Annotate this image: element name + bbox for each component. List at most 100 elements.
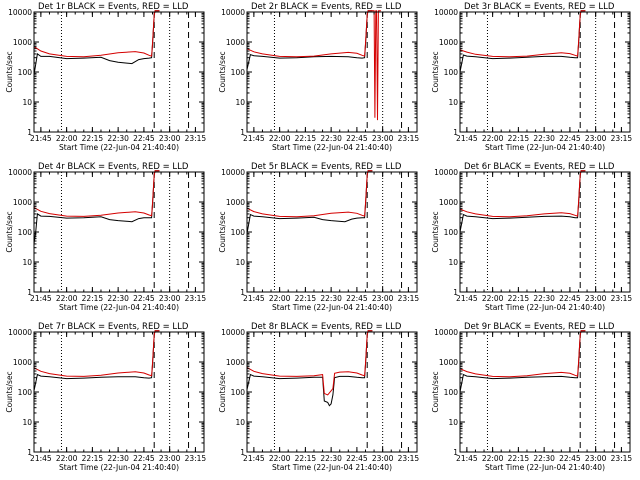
x-tick-label: 21:45	[243, 454, 265, 463]
chart-title: Det 8r BLACK = Events, RED = LLD	[251, 322, 402, 332]
x-tick-label: 23:00	[372, 454, 394, 463]
y-tick-label: 10000	[221, 328, 245, 337]
series-line-events	[247, 10, 373, 70]
x-tick-label: 22:00	[482, 454, 504, 463]
x-tick-label: 23:00	[159, 454, 181, 463]
y-tick-label: 100	[18, 68, 33, 77]
y-tick-label: 1000	[439, 198, 458, 207]
y-tick-label: 1000	[439, 38, 458, 47]
y-axis-label: Counts/sec	[218, 211, 227, 252]
series-line-lld	[247, 330, 373, 396]
y-tick-label: 1	[453, 448, 458, 457]
x-tick-label: 22:00	[269, 134, 291, 143]
series-line-events	[34, 170, 160, 244]
y-axis-label: Counts/sec	[431, 211, 440, 252]
x-axis-label: Start Time (22-Jun-04 21:40:40)	[485, 303, 605, 312]
x-tick-label: 22:15	[82, 294, 104, 303]
x-axis-label: Start Time (22-Jun-04 21:40:40)	[485, 143, 605, 152]
detector-chart: Det 4r BLACK = Events, RED = LLD 1 10 100 10…	[5, 162, 206, 312]
chart-title: Det 5r BLACK = Events, RED = LLD	[251, 162, 402, 172]
y-tick-label: 10	[235, 418, 245, 427]
series-line-events	[247, 330, 373, 407]
x-tick-label: 23:00	[159, 294, 181, 303]
detector-panel: Det 6r BLACK = Events, RED = LLD 1 10 100 10…	[426, 160, 639, 320]
x-tick-label: 21:45	[243, 134, 265, 143]
chart-title: Det 7r BLACK = Events, RED = LLD	[38, 322, 189, 332]
series-line-lld	[247, 170, 373, 218]
x-tick-label: 23:00	[372, 294, 394, 303]
x-tick-label: 21:45	[456, 454, 478, 463]
x-tick-label: 22:30	[320, 454, 342, 463]
plot-frame	[246, 331, 418, 453]
detector-panel: Det 9r BLACK = Events, RED = LLD 1 10 100 10…	[426, 320, 639, 480]
chart-title: Det 2r BLACK = Events, RED = LLD	[251, 2, 402, 12]
x-tick-label: 23:00	[159, 134, 181, 143]
x-tick-label: 22:45	[133, 294, 155, 303]
y-tick-label: 100	[231, 68, 246, 77]
y-tick-label: 100	[444, 68, 459, 77]
y-tick-label: 1	[240, 288, 245, 297]
x-axis-label: Start Time (22-Jun-04 21:40:40)	[272, 303, 392, 312]
detector-panel: Det 2r BLACK = Events, RED = LLD 1 10 100 10…	[213, 0, 426, 160]
x-tick-label: 21:45	[456, 294, 478, 303]
series-line-events	[247, 170, 373, 234]
plot-frame	[33, 171, 205, 293]
x-tick-label: 22:45	[133, 134, 155, 143]
x-tick-label: 22:30	[320, 294, 342, 303]
y-tick-label: 10000	[8, 8, 32, 17]
y-tick-label: 1	[453, 128, 458, 137]
y-tick-label: 10	[22, 418, 32, 427]
y-tick-label: 1	[240, 448, 245, 457]
y-tick-label: 10000	[434, 328, 458, 337]
y-tick-label: 10	[22, 258, 32, 267]
x-tick-label: 22:00	[56, 454, 78, 463]
plot-frame	[459, 11, 631, 133]
x-tick-label: 23:00	[372, 134, 394, 143]
y-tick-label: 10000	[434, 168, 458, 177]
detector-chart: Det 7r BLACK = Events, RED = LLD 1 10 100 10…	[5, 322, 206, 472]
y-tick-label: 10	[448, 418, 458, 427]
series-line-events	[34, 330, 160, 391]
y-tick-label: 1	[27, 448, 32, 457]
y-tick-label: 10000	[221, 168, 245, 177]
detector-chart: Det 1r BLACK = Events, RED = LLD 1 10 100 10…	[5, 2, 206, 152]
y-tick-label: 1000	[13, 198, 32, 207]
y-tick-label: 1	[240, 128, 245, 137]
x-tick-label: 23:00	[585, 134, 607, 143]
x-tick-label: 23:00	[585, 294, 607, 303]
chart-title: Det 1r BLACK = Events, RED = LLD	[38, 2, 189, 12]
x-tick-label: 23:00	[585, 454, 607, 463]
y-tick-label: 1	[453, 288, 458, 297]
x-tick-label: 22:15	[82, 454, 104, 463]
x-tick-label: 23:15	[398, 134, 420, 143]
x-tick-label: 21:45	[243, 294, 265, 303]
series-line-lld	[460, 170, 586, 218]
y-axis-label: Counts/sec	[431, 51, 440, 92]
y-tick-label: 1000	[226, 38, 245, 47]
y-tick-label: 10	[448, 258, 458, 267]
series-line-events	[34, 10, 160, 75]
y-tick-label: 10	[448, 98, 458, 107]
detector-chart: Det 9r BLACK = Events, RED = LLD 1 10 100 10…	[431, 322, 632, 472]
y-tick-label: 100	[231, 388, 246, 397]
plot-frame	[33, 331, 205, 453]
y-axis-label: Counts/sec	[218, 51, 227, 92]
x-tick-label: 22:00	[482, 134, 504, 143]
detector-chart: Det 8r BLACK = Events, RED = LLD 1 10 100 10…	[218, 322, 419, 472]
plot-frame	[246, 11, 418, 133]
detector-panel: Det 3r BLACK = Events, RED = LLD 1 10 100 10…	[426, 0, 639, 160]
y-tick-label: 100	[444, 388, 459, 397]
series-line-lld	[34, 10, 160, 58]
y-axis-label: Counts/sec	[5, 371, 14, 412]
y-tick-label: 10000	[221, 8, 245, 17]
y-tick-label: 10	[235, 258, 245, 267]
x-tick-label: 21:45	[30, 294, 52, 303]
y-tick-label: 100	[18, 228, 33, 237]
y-tick-label: 10	[22, 98, 32, 107]
x-tick-label: 23:15	[611, 294, 633, 303]
y-tick-label: 1	[27, 128, 32, 137]
x-tick-label: 22:30	[533, 294, 555, 303]
x-tick-label: 22:00	[482, 294, 504, 303]
x-tick-label: 22:00	[56, 294, 78, 303]
